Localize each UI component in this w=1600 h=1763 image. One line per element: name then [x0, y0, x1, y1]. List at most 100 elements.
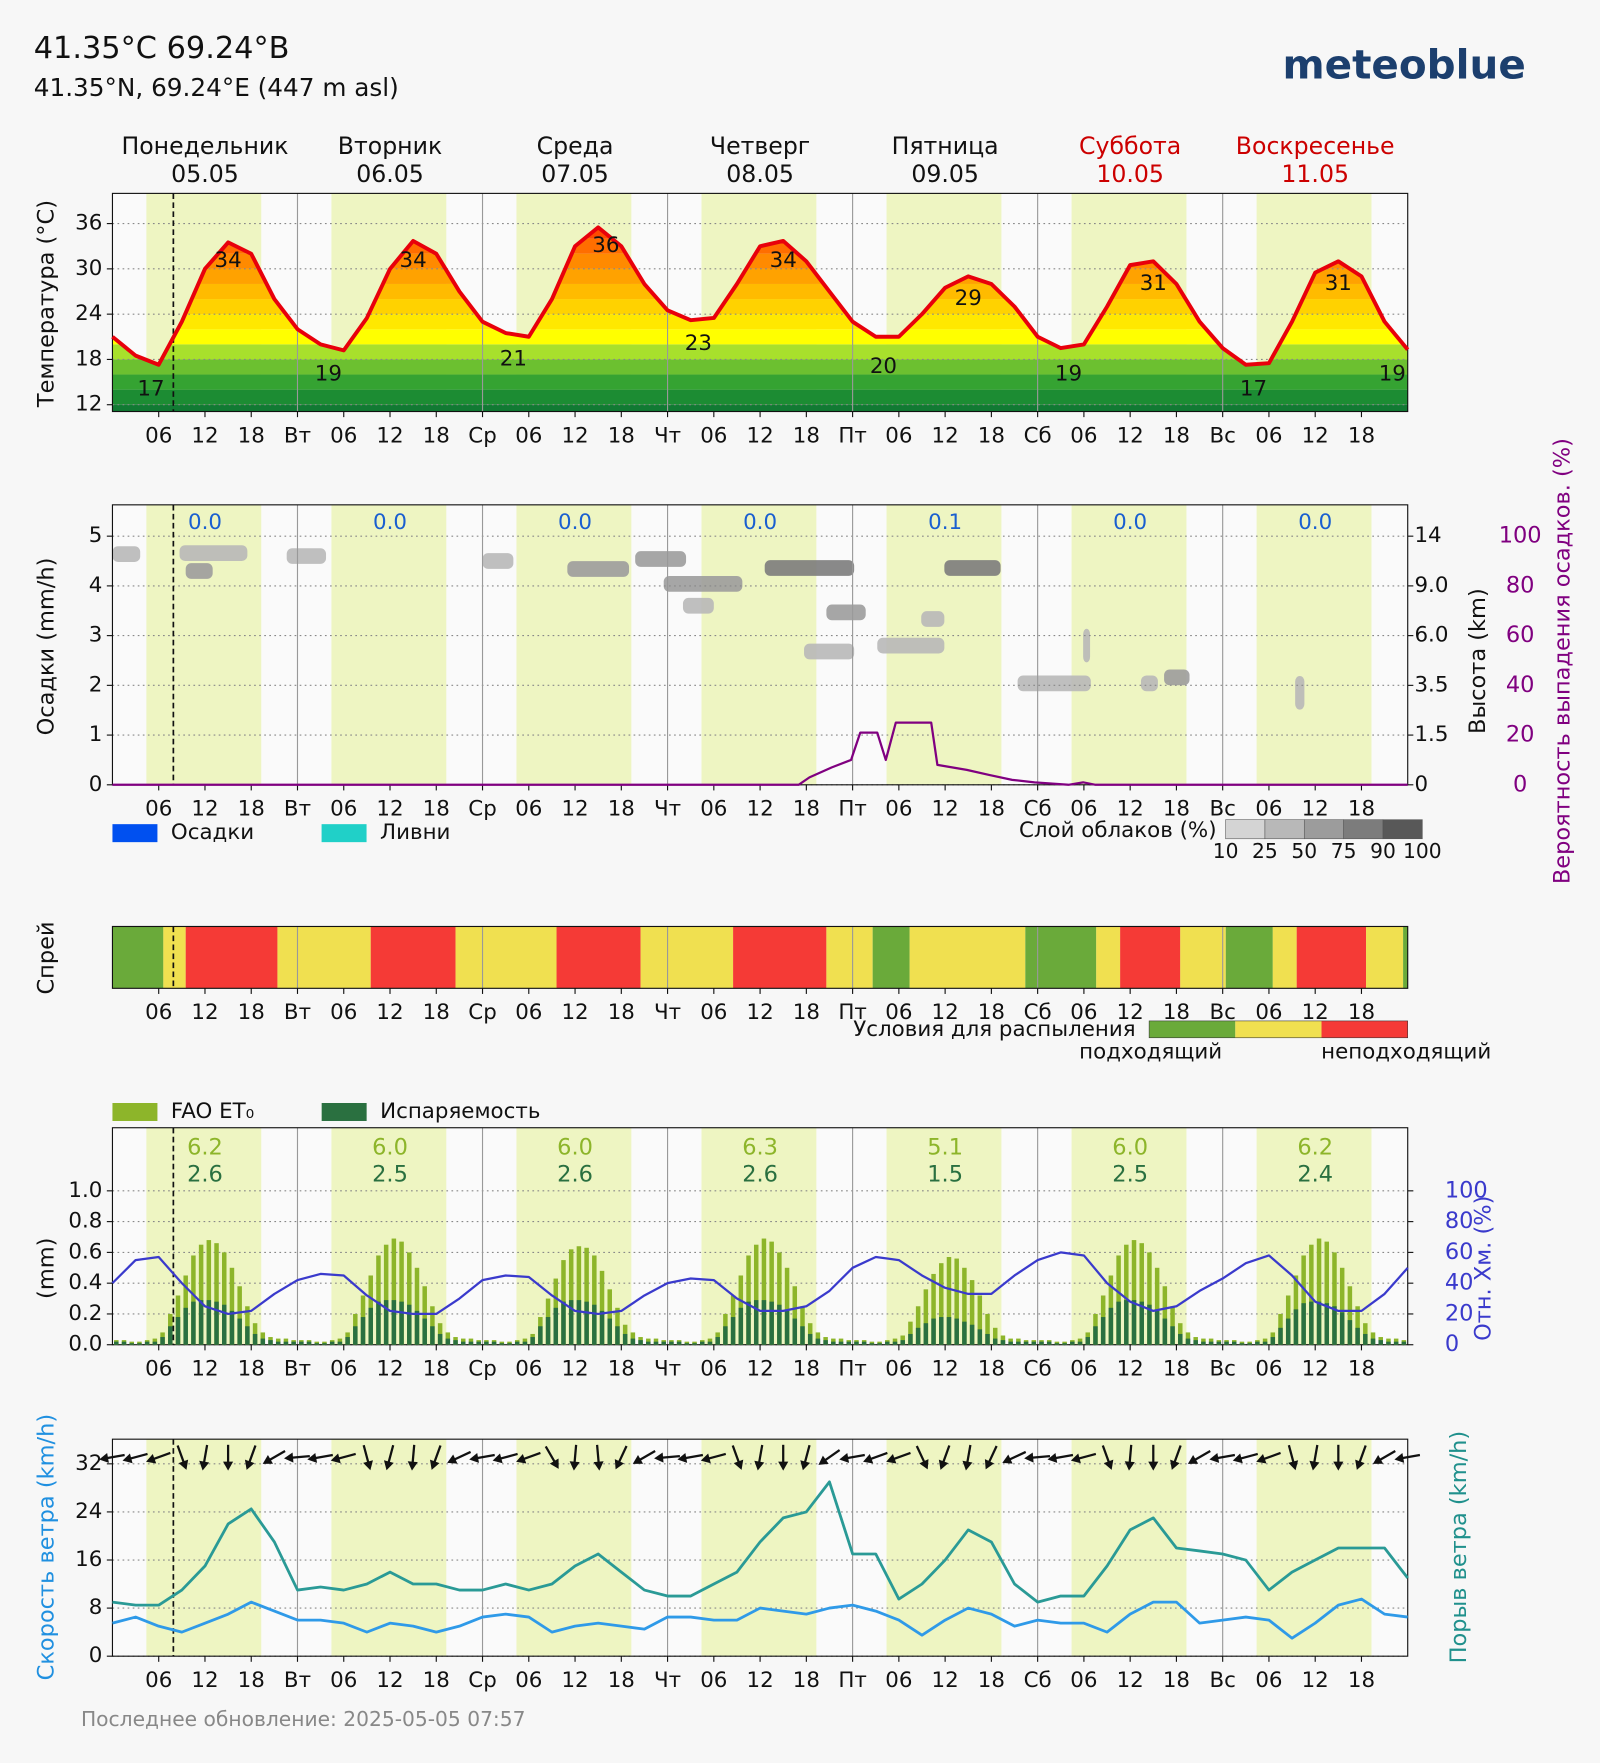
y-tick-label: 18 [75, 346, 102, 371]
x-tick-label: 06 [1255, 797, 1282, 822]
x-tick-label: 18 [608, 797, 635, 822]
evaporation-bar [892, 1341, 898, 1345]
wind-arrow-shaft [1052, 1453, 1074, 1460]
temperature-label: 34 [770, 248, 797, 273]
evaporation-bar [1324, 1303, 1330, 1345]
evaporation-bar [769, 1241, 774, 1345]
temperature-fill-band [112, 389, 1408, 405]
x-tick-label: 06 [885, 1668, 912, 1693]
wind-arrow-head [1333, 1461, 1344, 1471]
x-tick-label: 12 [1117, 1000, 1144, 1025]
wind-arrow [677, 1452, 704, 1463]
evaporation-bar [422, 1286, 427, 1345]
humidity-line [111, 1251, 1409, 1316]
x-tick-label: 18 [793, 1000, 820, 1025]
cloud-layer [826, 604, 866, 621]
evaporation-bar [915, 1327, 921, 1345]
evaporation-bar [692, 1343, 697, 1345]
wind-arrow-shaft [595, 1444, 600, 1466]
cloud-legend-tick: 75 [1331, 839, 1357, 863]
wind-arrow [146, 1451, 171, 1464]
evaporation-bar [1108, 1307, 1114, 1345]
x-tick-label: 12 [191, 423, 218, 448]
day-date: 11.05 [1281, 160, 1349, 188]
x-tick-label: Пт [838, 423, 867, 448]
day-name: Вторник [338, 132, 442, 160]
evaporation-bar [221, 1252, 227, 1345]
daylight-band [1256, 504, 1372, 785]
daylight-band [146, 1439, 262, 1657]
evaporation-bar [376, 1301, 381, 1345]
y3-tick-label: 100 [1499, 523, 1542, 549]
wind-arrow [199, 1444, 210, 1471]
cloud-legend-tick: 90 [1370, 839, 1396, 863]
x-tick-label: 12 [746, 1000, 773, 1025]
evaporation-bar [214, 1243, 219, 1345]
wind-arrow-head [938, 1459, 949, 1470]
daily-precipitation: 0.0 [743, 510, 777, 535]
y-tick-label: 1 [89, 722, 103, 747]
evaporation-bar [198, 1244, 204, 1345]
evaporation-bar [638, 1340, 643, 1345]
cloud-layer [482, 553, 514, 569]
wind-arrow [429, 1445, 442, 1470]
evaporation-bar [954, 1258, 959, 1345]
x-tick-label: Ср [468, 1668, 496, 1693]
y-tick-label: 0.0 [68, 1332, 102, 1357]
y-tick-label: 24 [75, 1499, 102, 1524]
evaporation-bar [800, 1326, 805, 1345]
evaporation-bar [615, 1326, 620, 1345]
y2-tick-label: 0 [1445, 1331, 1459, 1357]
cloud-layer [682, 597, 714, 614]
wind-arrow [1124, 1444, 1135, 1471]
x-tick-label: 12 [1302, 797, 1329, 822]
evaporation-bar [191, 1301, 196, 1345]
evaporation-bar [1262, 1341, 1268, 1345]
x-tick-label: 12 [1302, 1668, 1329, 1693]
x-tick-label: 18 [608, 423, 635, 448]
evaporation-bar [962, 1267, 967, 1345]
wind-arrow-head [677, 1452, 688, 1463]
evaporation-bar [1162, 1318, 1168, 1345]
wind-arrow-shaft [150, 1451, 171, 1461]
wind-arrow-head [800, 1460, 811, 1471]
y3-tick-label: 0 [1513, 771, 1527, 797]
evaporation-bar [1278, 1327, 1283, 1345]
wind-arrow-head [516, 1453, 527, 1464]
evaporation-bar [229, 1310, 235, 1345]
evaporation-bar [592, 1255, 597, 1345]
evaporation-bar [314, 1343, 320, 1345]
evaporation-bar [1270, 1337, 1276, 1345]
wind-arrow-head [307, 1452, 318, 1463]
evaporation-bar [838, 1341, 844, 1345]
daylight-band [331, 1127, 447, 1345]
evaporation-bar [977, 1329, 983, 1345]
x-tick-label: 12 [1302, 1356, 1329, 1381]
x-tick-label: 12 [376, 1668, 403, 1693]
wind-arrow-head [383, 1460, 394, 1471]
day-name: Пятница [892, 132, 999, 160]
wind-arrow [569, 1444, 580, 1471]
wind-arrow [544, 1445, 559, 1469]
evaporation-bar [761, 1300, 767, 1345]
evaporation-bar [1100, 1317, 1106, 1345]
spray-segment [640, 926, 734, 989]
x-tick-label: 12 [561, 1356, 588, 1381]
evaporation-bar [1154, 1310, 1160, 1345]
wind-arrow-head [1124, 1461, 1135, 1471]
y-tick-label: 36 [75, 211, 102, 236]
evaporation-bar [1370, 1338, 1376, 1345]
evaporation-bar [1363, 1333, 1368, 1345]
spray-segment [185, 926, 278, 989]
daily-total: 2.5 [372, 1161, 408, 1187]
evaporation-bar [1201, 1338, 1206, 1345]
x-tick-label: Сб [1024, 1356, 1052, 1381]
last-update: Последнее обновление: 2025-05-05 07:57 [81, 1707, 526, 1731]
x-tick-label: 06 [1255, 423, 1282, 448]
evaporation-bar [831, 1338, 836, 1345]
y-tick-label: 8 [89, 1595, 103, 1620]
evaporation-bar [414, 1267, 420, 1345]
x-tick-label: 06 [885, 1000, 912, 1025]
wind-arrow-head [1070, 1453, 1081, 1464]
x-tick-label: 18 [793, 1356, 820, 1381]
